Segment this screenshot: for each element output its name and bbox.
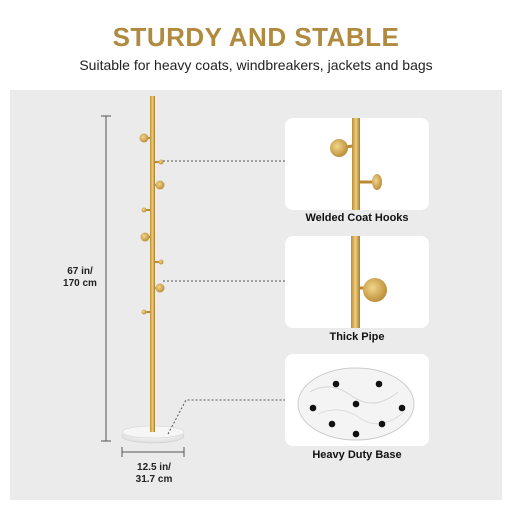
page-title: STURDY AND STABLE [112,22,400,52]
pole [150,96,155,432]
page-subtitle: Suitable for heavy coats, windbreakers, … [79,57,433,73]
height-centimeters: 170 cm [63,278,97,289]
caption-welded-coat-hooks: Welded Coat Hooks [305,212,409,224]
height-dimension-line [101,115,111,442]
hooks [139,133,165,315]
detail-hooks-image [285,118,429,210]
height-dimension-label: 67 in/ 170 cm [58,266,102,290]
caption-heavy-duty-base: Heavy Duty Base [312,449,402,461]
height-inches: 67 in/ [67,266,93,277]
detail-base-image [285,354,429,446]
detail-pipe-image [285,236,429,328]
base-inches: 12.5 in/ [137,462,171,473]
base-dimension-line [121,447,185,457]
callout-lines [163,160,285,435]
base-dimension-label: 12.5 in/ 31.7 cm [128,462,180,486]
base-centimeters: 31.7 cm [135,474,173,485]
caption-thick-pipe: Thick Pipe [329,331,385,343]
